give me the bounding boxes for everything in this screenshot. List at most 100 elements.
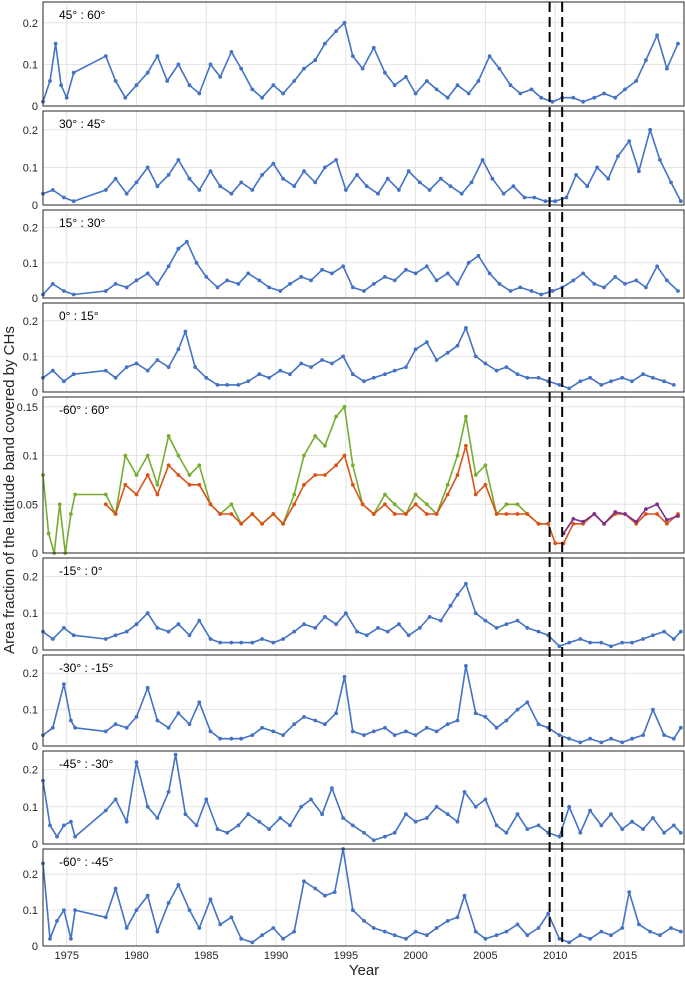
data-point: [424, 725, 429, 730]
data-point: [494, 725, 499, 730]
data-point: [602, 285, 606, 290]
panel-frame: [42, 396, 685, 554]
data-point: [641, 733, 645, 737]
data-point: [469, 180, 474, 185]
data-point: [455, 819, 460, 824]
data-point: [427, 615, 432, 619]
data-point: [592, 95, 597, 100]
series: [41, 127, 683, 204]
data-point: [397, 622, 401, 627]
data-point: [103, 368, 108, 373]
data-point: [623, 87, 627, 92]
x-axis: 1975 1980 1985 1990 1995 2000 2005 2010 2015: [54, 950, 637, 962]
series: [41, 326, 676, 391]
panel: 0 0.1 0.2 -15° : 0°: [23, 557, 685, 657]
data-point: [385, 176, 390, 181]
data-point: [525, 626, 530, 630]
data-point: [124, 285, 129, 290]
data-point: [193, 365, 198, 369]
data-point: [155, 282, 160, 286]
data-point: [648, 929, 652, 934]
data-point: [676, 514, 680, 518]
data-point: [651, 375, 655, 380]
panel-background: [43, 849, 684, 946]
data-point: [609, 812, 613, 817]
data-point: [434, 729, 439, 734]
y-tick-label: 0.1: [23, 905, 38, 917]
data-point: [424, 502, 429, 507]
data-point: [134, 908, 139, 912]
series: [103, 443, 680, 546]
data-point: [334, 414, 338, 419]
panel-background: [43, 111, 684, 205]
data-point: [145, 165, 150, 170]
data-point: [250, 87, 255, 92]
data-point: [260, 725, 264, 730]
data-point: [620, 827, 625, 831]
data-point: [155, 54, 160, 58]
data-point: [464, 414, 468, 419]
data-point: [671, 736, 676, 741]
data-point: [543, 199, 548, 204]
data-point: [417, 626, 422, 630]
data-point: [350, 463, 355, 468]
panel: 0 0.1 0.2 45° : 60°: [23, 1, 685, 113]
data-point: [462, 790, 467, 794]
data-point: [392, 83, 397, 88]
data-point: [462, 893, 467, 898]
data-point: [334, 622, 338, 627]
data-point: [330, 271, 334, 276]
data-point: [585, 184, 590, 189]
data-point: [197, 700, 202, 705]
data-point: [134, 760, 139, 765]
data-point: [342, 453, 347, 458]
data-point: [445, 482, 450, 487]
y-tick-label: 0.2: [23, 869, 38, 881]
data-point: [302, 622, 306, 627]
data-point: [658, 158, 662, 162]
data-point: [620, 375, 625, 380]
panel-label: 30° : 45°: [59, 117, 105, 131]
data-point: [671, 823, 676, 828]
y-tick-label: 0: [32, 101, 38, 113]
data-point: [392, 278, 397, 283]
data-point: [246, 379, 251, 384]
data-point: [204, 797, 209, 802]
data-point: [302, 715, 306, 719]
data-point: [508, 289, 513, 293]
data-point: [197, 618, 202, 623]
data-point: [581, 271, 585, 276]
data-point: [473, 804, 478, 809]
data-point: [229, 736, 234, 741]
data-point: [669, 926, 673, 930]
data-point: [225, 830, 230, 835]
data-point: [424, 816, 429, 820]
y-tick-label: 0.05: [17, 499, 38, 511]
data-point: [473, 929, 478, 934]
data-point: [113, 79, 118, 83]
data-point: [404, 75, 408, 79]
data-point: [281, 176, 285, 181]
data-point: [413, 492, 418, 497]
data-point: [455, 282, 460, 286]
data-point: [609, 379, 613, 384]
data-point: [350, 285, 355, 290]
data-point: [525, 375, 530, 380]
data-point: [113, 176, 118, 181]
data-point: [404, 729, 408, 734]
panel: 0 0.1 0.2 15° : 30°: [23, 209, 685, 305]
data-point: [271, 512, 276, 516]
data-point: [288, 282, 292, 286]
data-point: [406, 633, 411, 638]
data-point: [606, 176, 611, 181]
data-point: [123, 95, 128, 100]
panel-background: [43, 558, 684, 650]
data-point: [476, 253, 481, 258]
y-tick-label: 0: [32, 200, 38, 212]
data-point: [487, 54, 492, 58]
data-point: [578, 933, 583, 938]
data-point: [69, 819, 73, 824]
data-point: [48, 823, 52, 828]
data-point: [371, 282, 376, 286]
